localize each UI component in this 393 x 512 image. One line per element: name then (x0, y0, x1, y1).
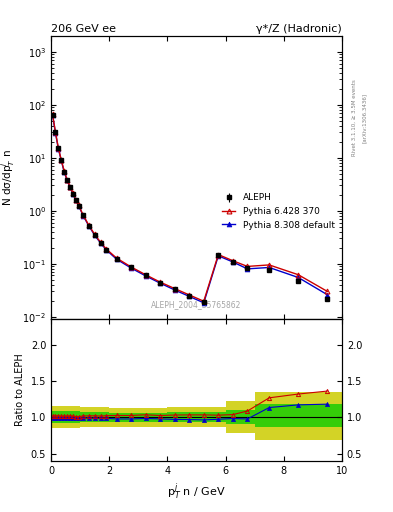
Pythia 6.428 370 (158, 279, 163, 285)
Pythia 6.428 370 (86, 222, 91, 228)
Pythia 8.308 default (202, 300, 206, 306)
Pythia 8.308 default (129, 265, 134, 271)
Pythia 6.428 370 (76, 202, 81, 208)
Pythia 6.428 370 (114, 255, 119, 261)
Text: γ*/Z (Hadronic): γ*/Z (Hadronic) (256, 24, 342, 34)
Line: Pythia 8.308 default: Pythia 8.308 default (50, 113, 330, 305)
Pythia 8.308 default (114, 256, 119, 262)
Pythia 8.308 default (65, 177, 70, 183)
Pythia 8.308 default (143, 273, 148, 279)
Line: Pythia 6.428 370: Pythia 6.428 370 (50, 112, 330, 304)
Pythia 8.308 default (98, 240, 103, 246)
Pythia 6.428 370 (202, 298, 206, 304)
Pythia 8.308 default (267, 264, 272, 270)
Pythia 6.428 370 (65, 177, 70, 183)
Pythia 6.428 370 (325, 288, 330, 294)
Pythia 6.428 370 (267, 262, 272, 268)
Pythia 8.308 default (231, 259, 235, 265)
Pythia 8.308 default (325, 292, 330, 298)
Pythia 6.428 370 (296, 272, 301, 278)
Text: [arXiv:1306.3436]: [arXiv:1306.3436] (362, 93, 367, 143)
Pythia 6.428 370 (59, 157, 64, 163)
Pythia 6.428 370 (73, 197, 78, 203)
Pythia 6.428 370 (173, 286, 177, 292)
Pythia 8.308 default (104, 247, 109, 253)
Text: 206 GeV ee: 206 GeV ee (51, 24, 116, 34)
Pythia 6.428 370 (62, 168, 66, 174)
Pythia 8.308 default (62, 169, 66, 175)
Pythia 8.308 default (173, 287, 177, 293)
Pythia 6.428 370 (56, 145, 61, 151)
Pythia 6.428 370 (245, 263, 250, 269)
Pythia 8.308 default (73, 197, 78, 203)
Pythia 6.428 370 (53, 129, 58, 135)
Pythia 8.308 default (68, 184, 72, 190)
Pythia 8.308 default (245, 266, 250, 272)
Pythia 8.308 default (76, 203, 81, 209)
Pythia 6.428 370 (231, 258, 235, 264)
Pythia 6.428 370 (98, 239, 103, 245)
Pythia 8.308 default (92, 232, 97, 238)
Y-axis label: N dσ/dp$_T^j$ n: N dσ/dp$_T^j$ n (0, 149, 17, 206)
Pythia 8.308 default (50, 112, 55, 118)
Pythia 8.308 default (71, 191, 75, 197)
Pythia 8.308 default (81, 212, 85, 219)
Pythia 6.428 370 (187, 292, 192, 298)
Pythia 8.308 default (56, 146, 61, 152)
Pythia 6.428 370 (71, 190, 75, 197)
X-axis label: p$_T^j$ n / GeV: p$_T^j$ n / GeV (167, 481, 226, 502)
Pythia 6.428 370 (129, 264, 134, 270)
Pythia 8.308 default (86, 223, 91, 229)
Pythia 6.428 370 (81, 212, 85, 218)
Y-axis label: Ratio to ALEPH: Ratio to ALEPH (15, 354, 25, 426)
Text: Rivet 3.1.10, ≥ 3.5M events: Rivet 3.1.10, ≥ 3.5M events (352, 79, 357, 156)
Pythia 6.428 370 (92, 231, 97, 238)
Pythia 6.428 370 (50, 111, 55, 117)
Pythia 6.428 370 (68, 184, 72, 190)
Pythia 8.308 default (158, 280, 163, 286)
Text: ALEPH_2004_S5765862: ALEPH_2004_S5765862 (151, 301, 242, 309)
Pythia 6.428 370 (216, 251, 221, 258)
Pythia 8.308 default (187, 293, 192, 300)
Pythia 8.308 default (59, 157, 64, 163)
Pythia 6.428 370 (104, 246, 109, 252)
Pythia 8.308 default (216, 253, 221, 259)
Pythia 8.308 default (53, 130, 58, 136)
Legend: ALEPH, Pythia 6.428 370, Pythia 8.308 default: ALEPH, Pythia 6.428 370, Pythia 8.308 de… (219, 191, 338, 232)
Pythia 6.428 370 (143, 272, 148, 278)
Pythia 8.308 default (296, 274, 301, 281)
